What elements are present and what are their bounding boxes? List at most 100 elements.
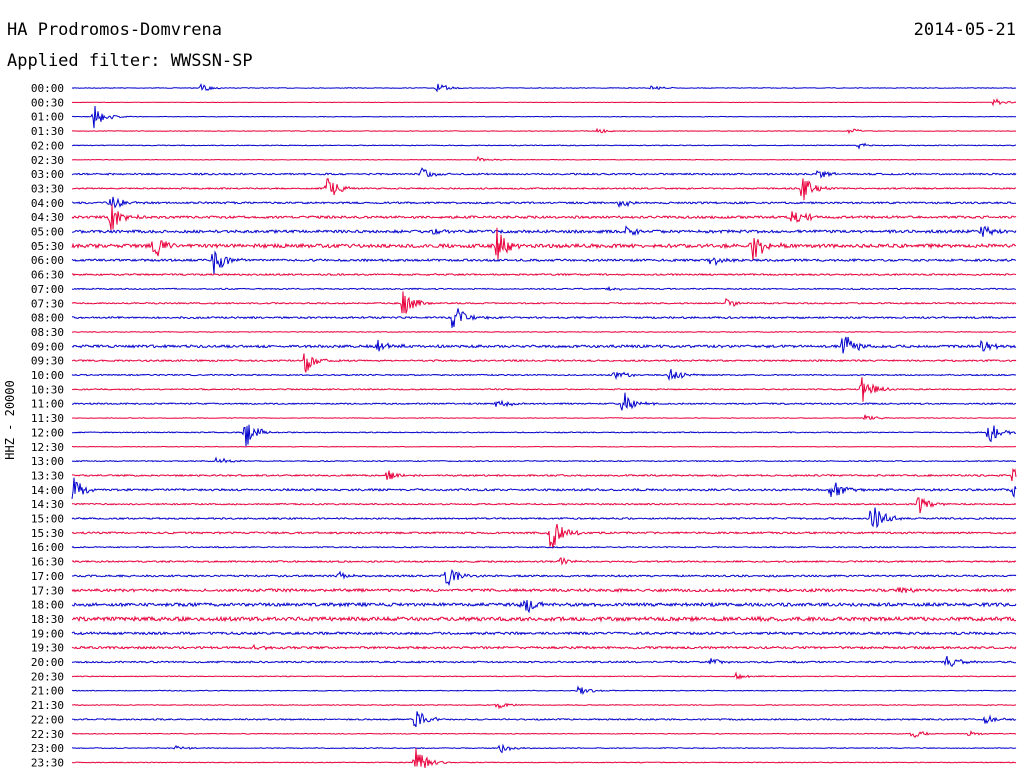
trace-line (71, 671, 1017, 681)
time-tick-label: 01:00 (31, 111, 64, 124)
time-tick-label: 22:00 (31, 713, 64, 726)
trace-line (71, 586, 1017, 594)
trace-line (71, 330, 1017, 333)
time-tick-label: 05:30 (31, 240, 64, 253)
trace-line (71, 599, 1017, 614)
trace-line (72, 97, 1017, 107)
time-tick-label: 21:30 (31, 699, 64, 712)
trace-line (71, 336, 1017, 354)
trace-line (71, 507, 1017, 529)
trace-line (72, 445, 1017, 448)
trace-line (71, 545, 1017, 549)
trace-line (71, 730, 1017, 738)
time-tick-label: 05:00 (31, 226, 64, 239)
trace-line (71, 142, 1016, 150)
trace-line (71, 377, 1017, 402)
time-tick-label: 02:00 (31, 139, 64, 152)
trace-line (71, 655, 1017, 668)
time-tick-label: 15:00 (31, 513, 64, 526)
time-tick-label: 09:30 (31, 355, 64, 368)
time-tick-label: 14:30 (31, 498, 64, 511)
trace-line (71, 204, 1017, 231)
time-tick-label: 19:00 (31, 627, 64, 640)
trace-line (71, 196, 1016, 209)
trace-line (71, 424, 1017, 447)
trace-line (71, 568, 1017, 587)
trace-line (71, 285, 1017, 292)
time-tick-label: 07:00 (31, 283, 64, 296)
trace-line (71, 456, 1017, 464)
trace-line (71, 291, 1017, 314)
trace-line (71, 711, 1017, 728)
trace-line (71, 702, 1017, 710)
time-tick-label: 01:30 (31, 125, 64, 138)
trace-line (71, 308, 1016, 328)
time-tick-label: 23:30 (31, 756, 64, 769)
trace-line (71, 748, 1017, 768)
trace-line (71, 227, 1017, 261)
trace-line (71, 369, 1017, 382)
trace-line (71, 643, 1017, 651)
time-tick-label: 22:30 (31, 728, 64, 741)
time-tick-label: 00:30 (31, 96, 64, 109)
trace-line (72, 467, 1017, 482)
time-tick-label: 10:30 (31, 383, 64, 396)
trace-line (71, 615, 1017, 623)
time-tick-label: 09:00 (31, 340, 64, 353)
time-tick-label: 14:00 (31, 484, 64, 497)
time-tick-label: 20:00 (31, 656, 64, 669)
trace-line (71, 250, 1017, 275)
time-tick-label: 17:00 (31, 570, 64, 583)
time-tick-label: 13:30 (31, 469, 64, 482)
time-tick-label: 11:30 (31, 412, 64, 425)
trace-line (72, 497, 1017, 514)
time-tick-label: 17:30 (31, 584, 64, 597)
time-tick-label: 16:30 (31, 556, 64, 569)
trace-line (71, 353, 1017, 373)
trace-line (71, 167, 1017, 179)
time-tick-label: 23:00 (31, 742, 64, 755)
trace-line (71, 155, 1017, 162)
filter-label: Applied filter: WWSSN-SP (7, 51, 253, 71)
time-tick-label: 04:00 (31, 197, 64, 210)
trace-line (71, 685, 1017, 695)
trace-line (71, 392, 1017, 411)
trace-line (71, 127, 1017, 135)
time-tick-label: 03:30 (31, 182, 64, 195)
time-tick-label: 06:00 (31, 254, 64, 267)
time-tick-label: 11:00 (31, 398, 64, 411)
trace-line (71, 523, 1017, 549)
time-tick-label: 12:00 (31, 426, 64, 439)
time-tick-label: 06:30 (31, 269, 64, 282)
time-tick-label: 21:00 (31, 685, 64, 698)
time-tick-label: 04:30 (31, 211, 64, 224)
time-tick-label: 18:30 (31, 613, 64, 626)
trace-line (71, 556, 1017, 566)
time-tick-label: 08:00 (31, 312, 64, 325)
trace-line (71, 225, 1017, 237)
time-tick-label: 10:00 (31, 369, 64, 382)
date-label: 2014-05-21 (913, 20, 1016, 40)
trace-line (71, 272, 1017, 277)
trace-line (71, 477, 1017, 499)
time-tick-label: 12:30 (31, 441, 64, 454)
trace-line (71, 743, 1017, 754)
trace-line (71, 83, 1017, 93)
trace-line (71, 105, 1016, 129)
time-tick-label: 00:00 (31, 82, 64, 95)
trace-line (71, 414, 1017, 421)
time-tick-label: 03:00 (31, 168, 64, 181)
station-title: HA Prodromos-Domvrena (7, 20, 222, 40)
time-tick-label: 07:30 (31, 297, 64, 310)
time-tick-label: 13:00 (31, 455, 64, 468)
time-tick-label: 15:30 (31, 527, 64, 540)
trace-line (71, 177, 1017, 201)
time-tick-label: 20:30 (31, 670, 64, 683)
time-tick-label: 02:30 (31, 154, 64, 167)
time-tick-label: 08:30 (31, 326, 64, 339)
time-tick-label: 16:00 (31, 541, 64, 554)
time-tick-label: 19:30 (31, 642, 64, 655)
time-tick-label: 18:00 (31, 599, 64, 612)
trace-line (71, 631, 1017, 636)
